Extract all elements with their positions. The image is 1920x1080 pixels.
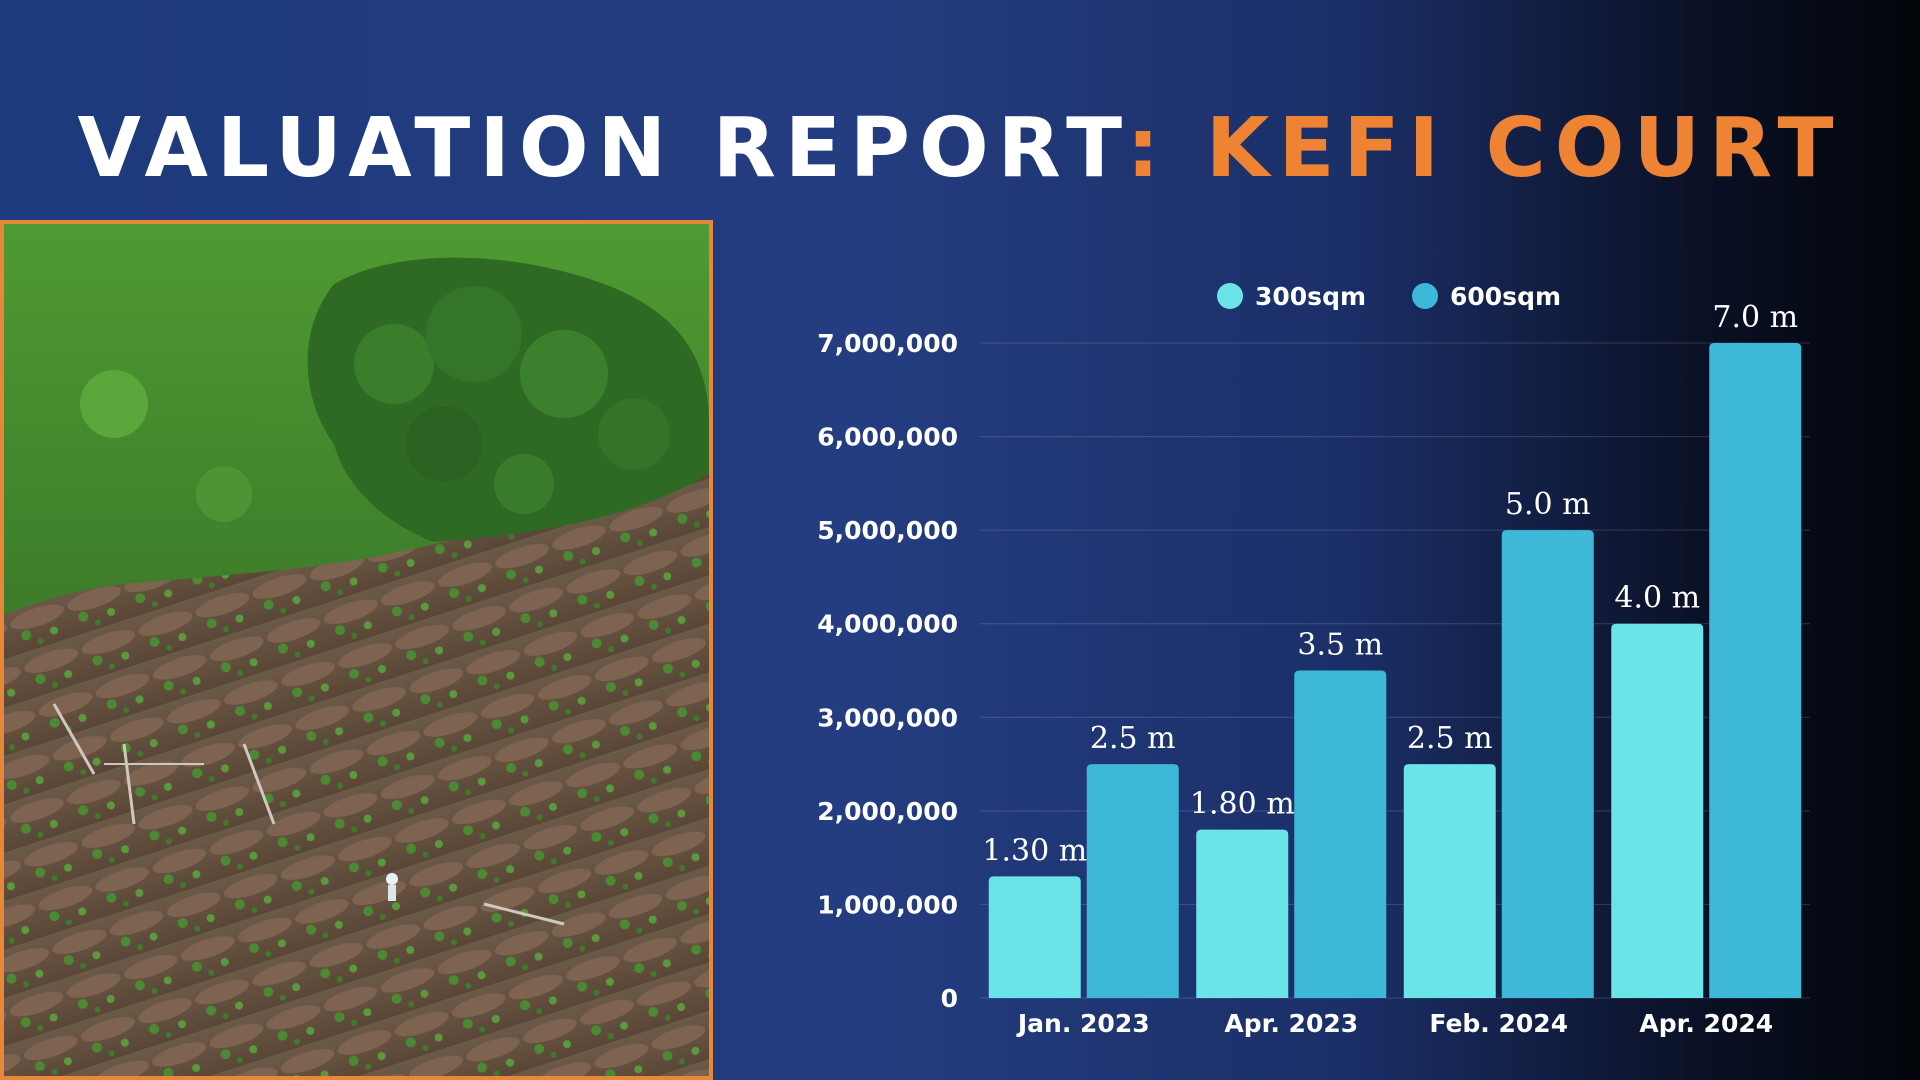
y-axis-ticks: 0 1,000,000 2,000,000 3,000,000 4,000,000 5,0… bbox=[817, 329, 958, 1013]
aerial-land-photo bbox=[0, 220, 713, 1080]
x-tick-label: Feb. 2024 bbox=[1429, 1009, 1568, 1038]
legend-swatch-600sqm bbox=[1412, 283, 1438, 309]
data-label-300sqm-0: 1.30 m bbox=[982, 833, 1087, 868]
bar-600sqm-3 bbox=[1709, 343, 1802, 998]
legend-item-600sqm: 600sqm bbox=[1412, 282, 1561, 311]
data-label-600sqm-2: 5.0 m bbox=[1505, 487, 1591, 522]
legend-label-300sqm: 300sqm bbox=[1255, 282, 1366, 311]
legend-item-300sqm: 300sqm bbox=[1217, 282, 1366, 311]
y-tick-label: 5,000,000 bbox=[817, 516, 958, 545]
x-tick-label: Apr. 2024 bbox=[1639, 1009, 1773, 1038]
bar-600sqm-2 bbox=[1501, 530, 1594, 998]
bar-300sqm-0 bbox=[988, 876, 1081, 998]
legend: 300sqm 600sqm bbox=[1217, 282, 1561, 311]
bar-300sqm-3 bbox=[1611, 623, 1704, 998]
page-title: VALUATION REPORT: KEFI COURT bbox=[0, 108, 1920, 190]
y-tick-label: 6,000,000 bbox=[817, 423, 958, 452]
title-main: VALUATION REPORT bbox=[77, 101, 1127, 196]
title-highlight: : KEFI COURT bbox=[1126, 101, 1843, 196]
data-label-600sqm-3: 7.0 m bbox=[1712, 300, 1798, 335]
legend-label-600sqm: 600sqm bbox=[1450, 282, 1561, 311]
data-labels: 1.30 m 2.5 m 1.80 m 3.5 m 2.5 m 5.0 m 4.0 m 7.0… bbox=[982, 300, 1798, 868]
bar-600sqm-0 bbox=[1086, 764, 1179, 998]
y-tick-label: 1,000,000 bbox=[817, 890, 958, 919]
bar-300sqm-1 bbox=[1196, 829, 1289, 998]
y-tick-label: 3,000,000 bbox=[817, 703, 958, 732]
x-axis-ticks: Jan. 2023 Apr. 2023 Feb. 2024 Apr. 2024 bbox=[1016, 1009, 1773, 1038]
y-tick-label: 4,000,000 bbox=[817, 610, 958, 639]
data-label-300sqm-2: 2.5 m bbox=[1407, 721, 1493, 756]
y-tick-label: 7,000,000 bbox=[817, 329, 958, 358]
valuation-bar-chart: 300sqm 600sqm 0 1,000,000 2,000,000 3,000,0… bbox=[817, 282, 1810, 1038]
bar-300sqm-2 bbox=[1403, 764, 1496, 998]
data-label-300sqm-1: 1.80 m bbox=[1190, 787, 1295, 822]
x-tick-label: Jan. 2023 bbox=[1016, 1009, 1150, 1038]
data-label-600sqm-1: 3.5 m bbox=[1297, 628, 1383, 663]
x-tick-label: Apr. 2023 bbox=[1224, 1009, 1358, 1038]
y-tick-label: 2,000,000 bbox=[817, 797, 958, 826]
bar-600sqm-1 bbox=[1294, 670, 1387, 998]
y-tick-label: 0 bbox=[941, 984, 958, 1013]
legend-swatch-300sqm bbox=[1217, 283, 1243, 309]
data-label-600sqm-0: 2.5 m bbox=[1090, 721, 1176, 756]
bars bbox=[988, 343, 1802, 998]
data-label-300sqm-3: 4.0 m bbox=[1614, 581, 1700, 616]
